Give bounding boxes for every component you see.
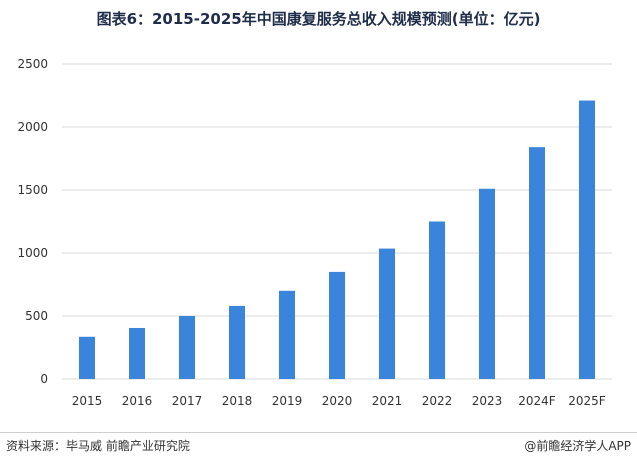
bar <box>129 327 145 379</box>
chart-title: 图表6：2015-2025年中国康复服务总收入规模预测(单位：亿元) <box>96 10 541 28</box>
bar <box>329 271 345 379</box>
bar <box>479 188 495 379</box>
bar <box>429 221 445 379</box>
x-tick-label: 2020 <box>322 394 353 408</box>
bar <box>529 147 545 379</box>
y-tick-label: 500 <box>25 309 48 323</box>
x-tick-label: 2021 <box>372 394 403 408</box>
bar <box>179 316 195 379</box>
x-tick-label: 2024F <box>518 394 556 408</box>
footer-divider <box>0 432 637 433</box>
x-tick-label: 2019 <box>272 394 303 408</box>
x-tick-label: 2018 <box>222 394 253 408</box>
bar <box>279 290 295 379</box>
bar-chart: 0 500 1000 1500 2000 2500 2015 2016 2017 2018 2019… <box>17 57 612 408</box>
x-tick-label: 2023 <box>472 394 503 408</box>
x-tick-label: 2025F <box>568 394 606 408</box>
y-tick-label: 1500 <box>17 183 48 197</box>
bar <box>379 248 395 379</box>
bar <box>79 336 95 379</box>
source-note: 资料来源：毕马威 前瞻产业研究院 <box>6 439 190 453</box>
x-tick-label: 2022 <box>422 394 453 408</box>
x-tick-label: 2016 <box>122 394 153 408</box>
bar <box>229 305 245 379</box>
y-tick-label: 2000 <box>17 120 48 134</box>
bar <box>579 100 595 379</box>
x-tick-label: 2017 <box>172 394 203 408</box>
x-tick-label: 2015 <box>72 394 103 408</box>
y-tick-label: 1000 <box>17 246 48 260</box>
y-tick-label: 0 <box>40 372 48 386</box>
brand-credit: @前瞻经济学人APP <box>524 439 631 453</box>
y-tick-label: 2500 <box>17 57 48 71</box>
